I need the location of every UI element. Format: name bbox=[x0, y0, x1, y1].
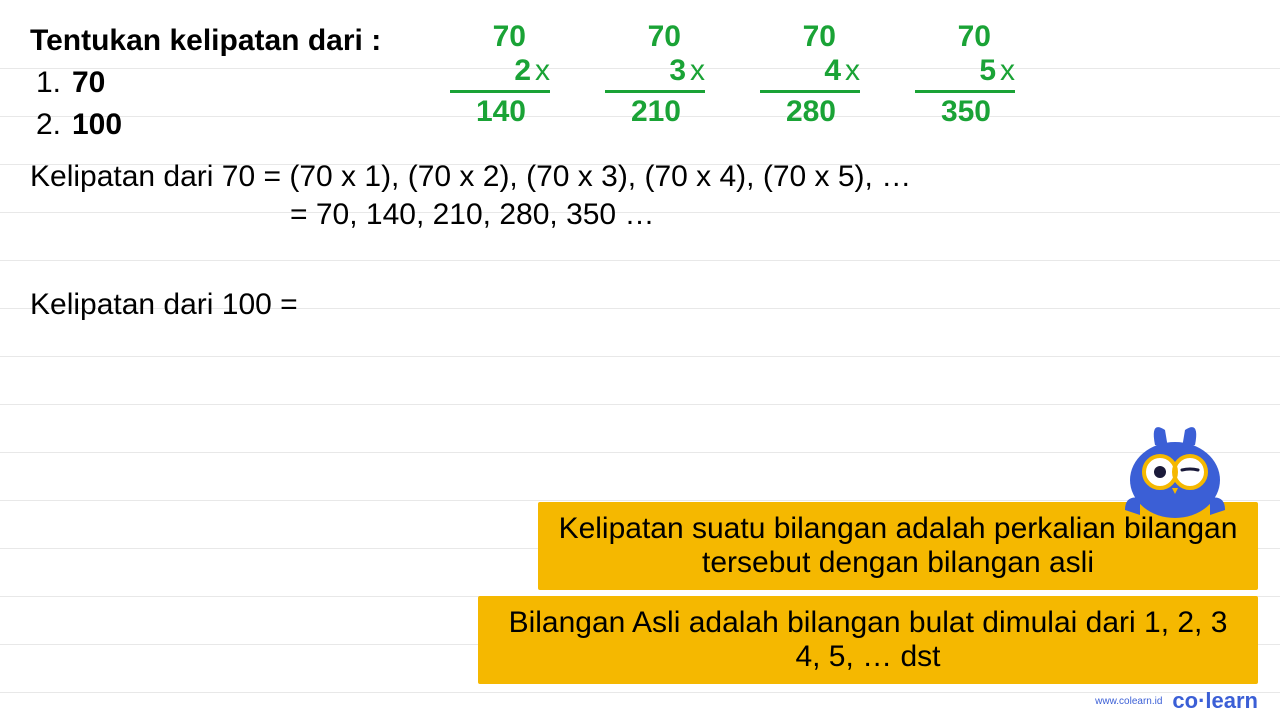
calc-result: 140 bbox=[450, 95, 550, 129]
logo-area: www.colearn.id co·learn bbox=[1095, 688, 1258, 714]
question-number: 1. bbox=[36, 62, 72, 104]
calc-top: 70 bbox=[760, 20, 860, 54]
calc-column: 70 3x 210 bbox=[605, 20, 705, 129]
calculation-columns: 70 2x 140 70 3x 210 70 4x 280 70 5x 350 bbox=[450, 20, 1015, 129]
calc-top: 70 bbox=[450, 20, 550, 54]
calc-column: 70 2x 140 bbox=[450, 20, 550, 129]
calc-top: 70 bbox=[915, 20, 1015, 54]
calc-result: 350 bbox=[915, 95, 1015, 129]
calc-result: 280 bbox=[760, 95, 860, 129]
calc-result: 210 bbox=[605, 95, 705, 129]
calc-multiplier: 3x bbox=[605, 54, 705, 93]
calc-multiplier: 2x bbox=[450, 54, 550, 93]
calc-column: 70 5x 350 bbox=[915, 20, 1015, 129]
calc-column: 70 4x 280 bbox=[760, 20, 860, 129]
logo-text: co·learn bbox=[1172, 688, 1258, 714]
logo-url: www.colearn.id bbox=[1095, 696, 1162, 707]
question-value: 70 bbox=[72, 66, 105, 99]
question-value: 100 bbox=[72, 108, 122, 141]
calc-top: 70 bbox=[605, 20, 705, 54]
mascot-icon bbox=[1110, 410, 1240, 525]
main-content: Tentukan kelipatan dari : 1.70 2.100 70 … bbox=[0, 0, 1280, 342]
calc-multiplier: 5x bbox=[915, 54, 1015, 93]
answer-line-3: Kelipatan dari 100 = bbox=[30, 288, 1250, 322]
question-number: 2. bbox=[36, 104, 72, 146]
answer-line-2: = 70, 140, 210, 280, 350 … bbox=[290, 198, 1250, 232]
info-box-secondary: Bilangan Asli adalah bilangan bulat dimu… bbox=[478, 596, 1258, 684]
answer-line-1: Kelipatan dari 70 = (70 x 1), (70 x 2), … bbox=[30, 160, 1250, 194]
calc-multiplier: 4x bbox=[760, 54, 860, 93]
